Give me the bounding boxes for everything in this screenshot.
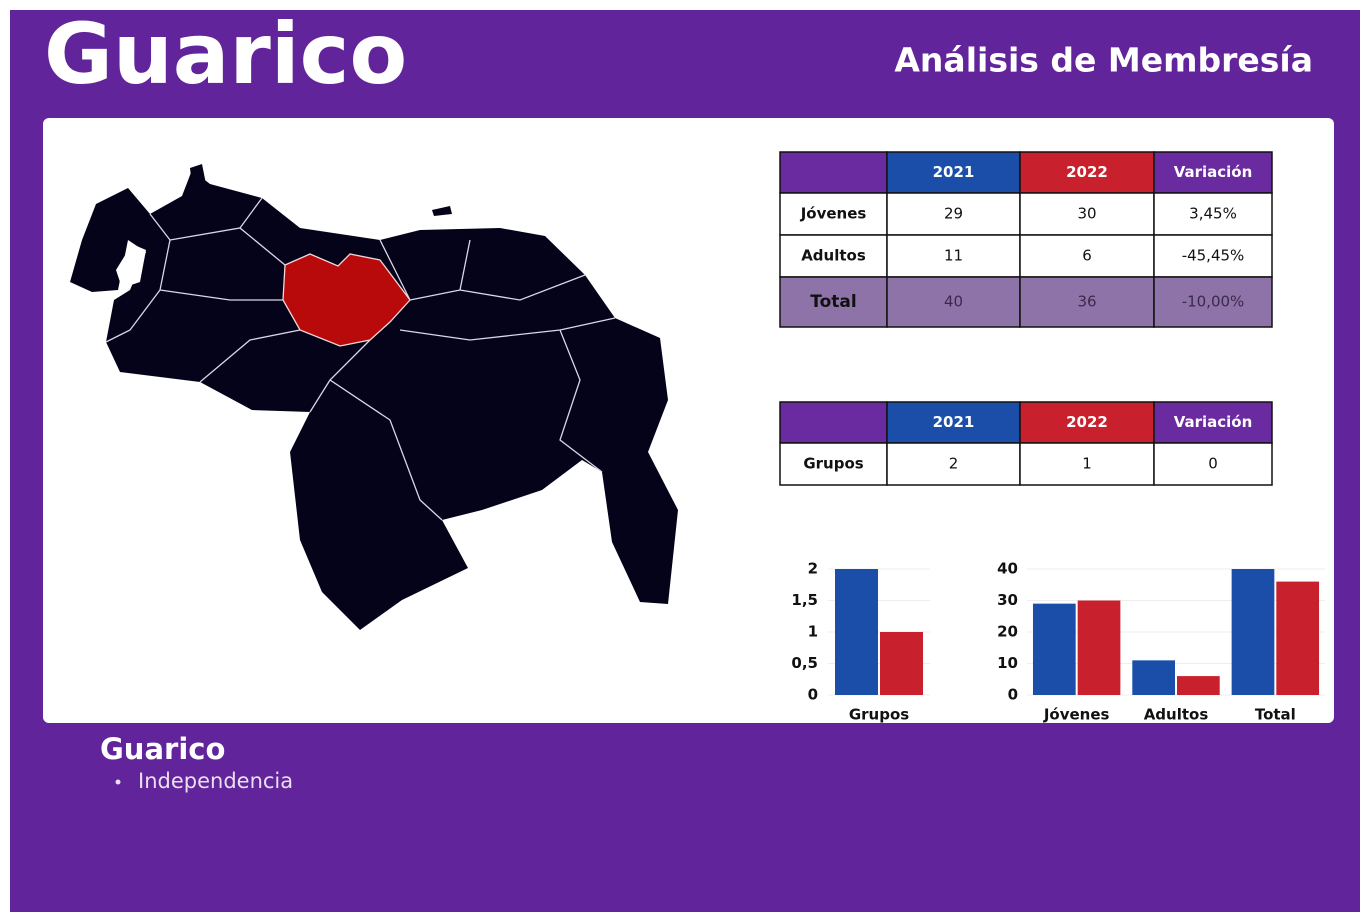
y-tick-label: 0,5: [791, 654, 818, 672]
header-cell: [1019, 401, 1155, 444]
page-title: Guarico: [44, 5, 407, 103]
cell-value: 0: [1208, 455, 1218, 473]
bullet: [115, 779, 121, 785]
bar: [1276, 581, 1320, 695]
footer-item: Independencia: [138, 769, 293, 793]
highlighted-state: [282, 253, 411, 347]
x-tick-label: Total: [1255, 706, 1296, 724]
header-cell: [886, 151, 1021, 194]
header-cell: [886, 401, 1021, 444]
cell: [886, 276, 1021, 328]
cell-value: 3,45%: [1189, 205, 1237, 223]
cell-value: -10,00%: [1182, 293, 1245, 311]
country-shape: [70, 170, 678, 630]
row-header: Adultos: [801, 247, 866, 265]
cell: [886, 442, 1021, 486]
bar: [835, 569, 878, 695]
bar: [1132, 660, 1175, 695]
y-tick-label: 20: [997, 623, 1018, 641]
bar: [1177, 676, 1220, 695]
page-subtitle: Análisis de Membresía: [894, 41, 1313, 80]
cell: [1153, 234, 1273, 278]
cell-value: -45,45%: [1182, 247, 1245, 265]
y-tick-label: 30: [997, 591, 1018, 609]
row-header: Grupos: [803, 455, 863, 473]
bar: [1231, 569, 1275, 695]
footer-title: Guarico: [100, 732, 225, 766]
y-tick-label: 2: [808, 560, 818, 578]
charts: 0 0,5 1 1,5 2 Grupos 0 10 20 30 40 Jóvenes Adultos To…: [791, 560, 1325, 724]
row-header: Total: [810, 292, 856, 312]
column-header: Variación: [1174, 413, 1253, 431]
cell-value: 2: [949, 455, 959, 473]
y-tick-label: 10: [997, 654, 1018, 672]
y-tick-label: 1: [808, 623, 818, 641]
header-cell: [779, 151, 888, 194]
column-header: 2022: [1066, 413, 1108, 431]
bar: [1032, 603, 1076, 695]
column-header: 2022: [1066, 163, 1108, 181]
x-tick-label: Jóvenes: [1043, 706, 1110, 724]
cell: [1153, 442, 1273, 486]
row-header: Jóvenes: [800, 205, 867, 223]
tables: 2021 2022 Variación Jóvenes 29 30 3,45% Adultos…: [779, 151, 1273, 486]
cell: [1019, 276, 1155, 328]
column-header: 2021: [933, 413, 975, 431]
y-tick-label: 1,5: [791, 591, 818, 609]
cell-value: 29: [944, 205, 963, 223]
cell: [1153, 276, 1273, 328]
cell-value: 36: [1077, 293, 1096, 311]
header-cell: [1153, 401, 1273, 444]
y-tick-label: 40: [997, 560, 1018, 578]
cell-value: 6: [1082, 247, 1092, 265]
bar: [1077, 600, 1121, 695]
bar: [880, 632, 923, 695]
map: [70, 164, 678, 630]
state-borders: [105, 197, 616, 521]
y-tick-label: 0: [1008, 686, 1018, 704]
cell: [886, 192, 1021, 236]
cell: [1153, 192, 1273, 236]
header-cell: [1153, 151, 1273, 194]
cell-value: 1: [1082, 455, 1092, 473]
column-header: Variación: [1174, 163, 1253, 181]
cell: [779, 276, 888, 328]
header-cell: [779, 401, 888, 444]
x-tick-label: Grupos: [849, 706, 909, 724]
cell: [886, 234, 1021, 278]
lake: [116, 244, 146, 288]
cell-value: 40: [944, 293, 963, 311]
cell-value: 11: [944, 247, 963, 265]
column-header: 2021: [933, 163, 975, 181]
x-tick-label: Adultos: [1144, 706, 1209, 724]
cell-value: 30: [1077, 205, 1096, 223]
y-tick-label: 0: [808, 686, 818, 704]
